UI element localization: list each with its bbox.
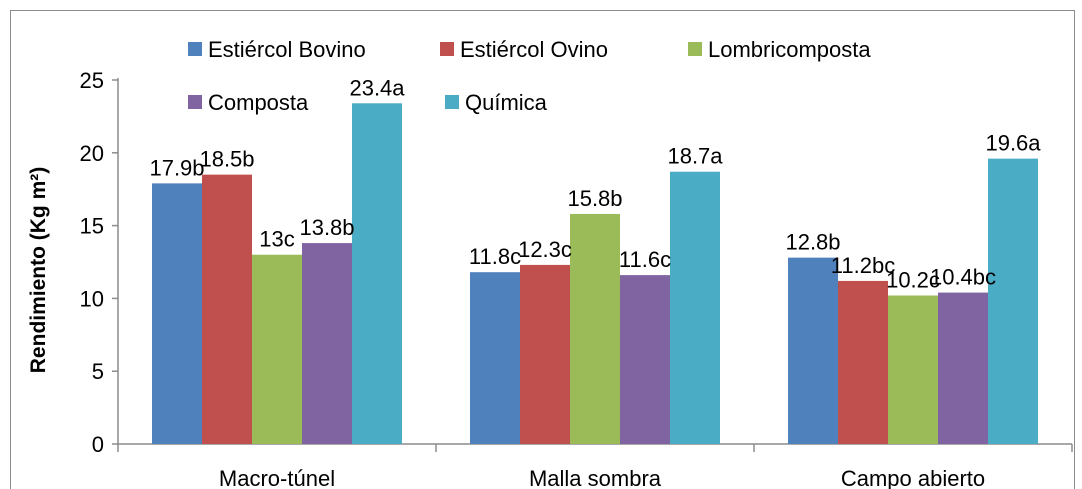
x-tick-label: Macro-túnel xyxy=(219,466,335,489)
data-label: 12.3c xyxy=(518,237,572,262)
legend-swatch xyxy=(188,42,202,56)
legend-label: Lombricomposta xyxy=(708,37,871,62)
y-tick-label: 15 xyxy=(80,214,104,239)
bar xyxy=(938,292,988,444)
bar xyxy=(838,280,888,444)
data-label: 11.8c xyxy=(469,244,521,269)
y-tick-label: 25 xyxy=(80,68,104,93)
bar xyxy=(202,174,252,444)
data-label: 19.6a xyxy=(985,131,1041,156)
data-label: 11.6c xyxy=(619,247,671,272)
data-label: 23.4a xyxy=(349,75,405,100)
bar xyxy=(788,257,838,444)
legend-label: Estiércol Bovino xyxy=(208,37,366,62)
legend-swatch xyxy=(440,42,454,56)
bar xyxy=(888,295,938,444)
data-label: 10.2c xyxy=(886,267,940,292)
data-label: 13c xyxy=(259,227,294,252)
axes: 0 5 10 15 20 25 Macro-túnel Malla sombra Campo a… xyxy=(80,68,1073,489)
data-label: 18.7a xyxy=(667,144,723,169)
y-axis-label: Rendimiento (Kg m²) xyxy=(27,167,50,373)
legend-swatch xyxy=(188,95,202,109)
legend-label: Estiércol Ovino xyxy=(460,37,608,62)
data-label: 12.8b xyxy=(785,230,840,255)
y-tick-label: 10 xyxy=(80,286,104,311)
y-tick-label: 0 xyxy=(92,432,104,457)
legend-label: Química xyxy=(465,90,548,115)
bar xyxy=(252,254,302,444)
bar xyxy=(302,243,352,444)
data-label: 17.9b xyxy=(149,155,204,180)
bar xyxy=(520,264,570,444)
data-label: 13.8b xyxy=(299,215,354,240)
data-label: 11.2bc xyxy=(831,253,895,278)
bar xyxy=(988,158,1038,444)
bar xyxy=(620,275,670,444)
legend-label: Composta xyxy=(208,90,309,115)
bar xyxy=(352,103,402,445)
data-label: 15.8b xyxy=(567,186,622,211)
bars xyxy=(152,103,1038,445)
chart-frame xyxy=(10,10,1075,489)
y-tick-label: 5 xyxy=(92,359,104,384)
bar xyxy=(570,213,620,444)
bar xyxy=(470,272,520,444)
y-tick-label: 20 xyxy=(80,141,104,166)
x-tick-label: Malla sombra xyxy=(529,466,662,489)
bar xyxy=(670,171,720,444)
legend-swatch xyxy=(688,42,702,56)
legend-swatch xyxy=(445,95,459,109)
bar xyxy=(152,183,202,444)
data-label: 18.5b xyxy=(199,147,254,172)
data-label: 10.4bc xyxy=(930,265,996,290)
x-tick-label: Campo abierto xyxy=(841,466,985,489)
legend: Estiércol Bovino Estiércol Ovino Lombricom… xyxy=(188,37,871,115)
